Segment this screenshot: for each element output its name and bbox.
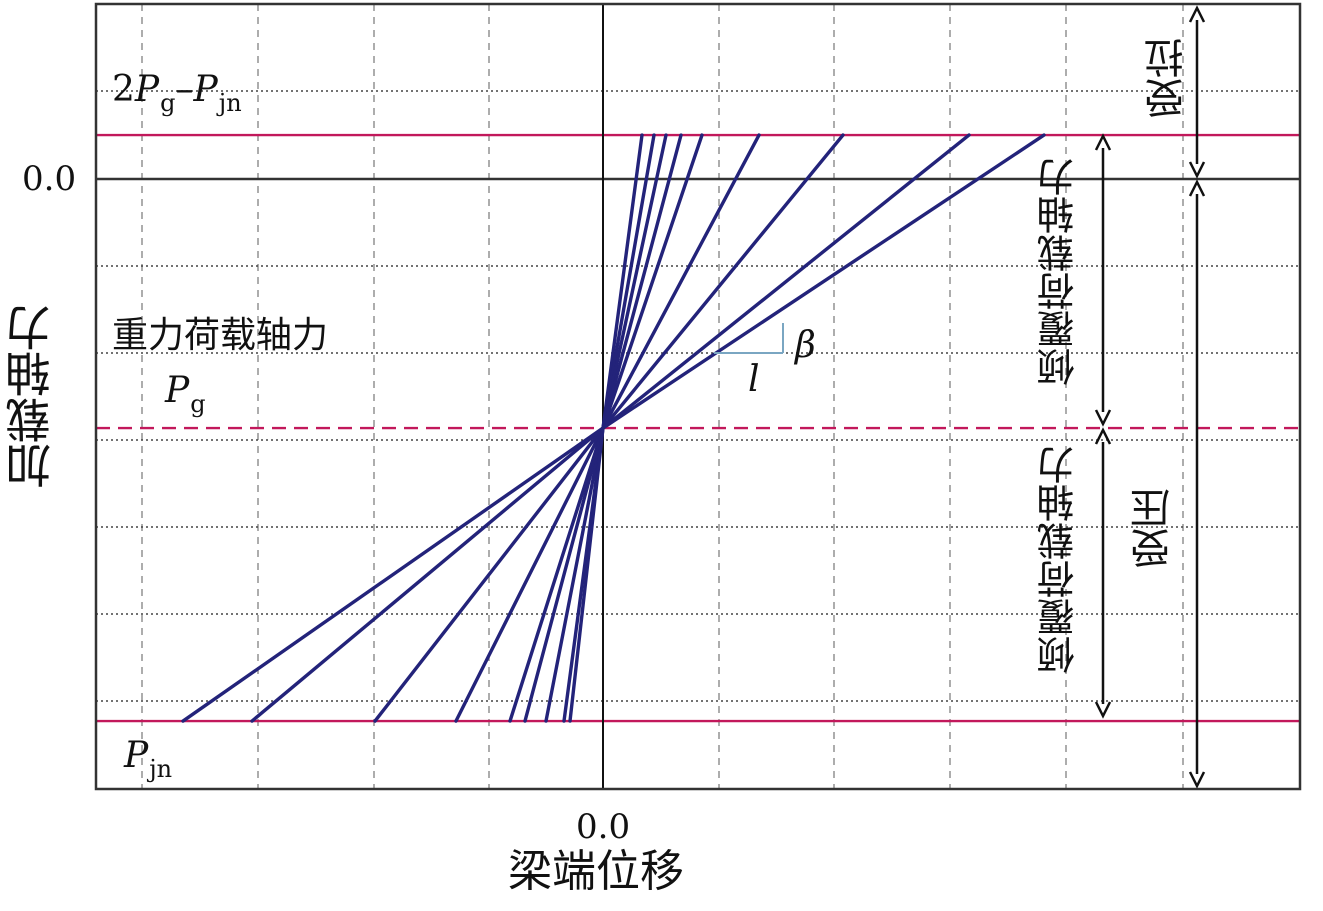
ref-label-upper-s2: jn xyxy=(218,89,242,117)
x-tick-label-zero: 0.0 xyxy=(576,807,631,847)
grid xyxy=(96,3,1300,789)
load-line-lower xyxy=(568,426,605,723)
ref-label-upper: 2Pg–Pjn xyxy=(112,69,242,116)
gravity-load-label: 重力荷载轴力 xyxy=(112,315,329,356)
ref-label-upper-s1: g xyxy=(160,89,176,117)
tension-arrow-head-top xyxy=(1188,5,1206,23)
load-line-upper xyxy=(601,133,704,430)
pg-label-symbol: P xyxy=(165,370,190,411)
overturning-arrow-lower-head-bottom xyxy=(1094,701,1112,719)
slope-angle-label: β xyxy=(795,325,816,366)
pjn-label: Pjn xyxy=(124,735,172,782)
load-lines xyxy=(181,133,1046,723)
ref-label-upper-dash: – xyxy=(175,69,194,110)
load-line-lower xyxy=(454,426,605,723)
load-line-upper xyxy=(601,133,683,430)
ref-label-upper-p1: P xyxy=(134,69,160,110)
overturning-load-label-upper: 倾覆荷载轴力 xyxy=(1037,158,1081,386)
compression-arrow-head-bottom xyxy=(1188,771,1206,789)
compression-arrow-head-top xyxy=(1188,179,1206,197)
plot-frame xyxy=(94,2,1302,791)
ref-label-upper-p2: P xyxy=(193,69,218,110)
load-line-upper xyxy=(601,133,644,430)
load-line-upper xyxy=(601,133,668,430)
pjn-label-sub: jn xyxy=(149,755,173,783)
overturning-arrow-upper-head-bottom xyxy=(1094,409,1112,427)
load-line-upper xyxy=(601,133,656,430)
tension-arrow-head-bottom xyxy=(1188,161,1206,179)
range-arrows xyxy=(1094,5,1206,789)
load-line-lower xyxy=(544,426,605,723)
slope-run-label: l xyxy=(748,359,760,400)
load-line-lower xyxy=(523,426,605,723)
compression-label: 受压 xyxy=(1131,488,1177,568)
x-axis-label: 梁端位移 xyxy=(508,846,684,897)
load-line-lower xyxy=(181,426,605,723)
pjn-label-symbol: P xyxy=(124,735,149,776)
overturning-arrow-upper-head-top xyxy=(1094,133,1112,151)
reference-lines xyxy=(96,133,1300,723)
pg-label-sub: g xyxy=(190,390,206,418)
y-tick-label-zero: 0.0 xyxy=(22,159,77,199)
zero-axes xyxy=(96,4,1300,789)
load-line-lower xyxy=(508,426,605,723)
tension-label: 受拉 xyxy=(1145,38,1191,118)
y-axis-label: 加载轴力 xyxy=(4,305,58,489)
load-line-upper xyxy=(601,133,1046,430)
overturning-arrow-lower-head-top xyxy=(1094,427,1112,445)
slope-annotation xyxy=(714,323,784,354)
pg-label: Pg xyxy=(165,370,206,417)
load-line-upper xyxy=(601,133,761,430)
load-line-upper xyxy=(601,133,845,430)
load-line-upper xyxy=(601,133,971,430)
load-line-lower xyxy=(373,426,605,723)
load-line-lower xyxy=(250,426,605,723)
overturning-load-label-lower: 倾覆荷载轴力 xyxy=(1037,446,1081,674)
ref-label-upper-coef: 2 xyxy=(112,69,135,110)
